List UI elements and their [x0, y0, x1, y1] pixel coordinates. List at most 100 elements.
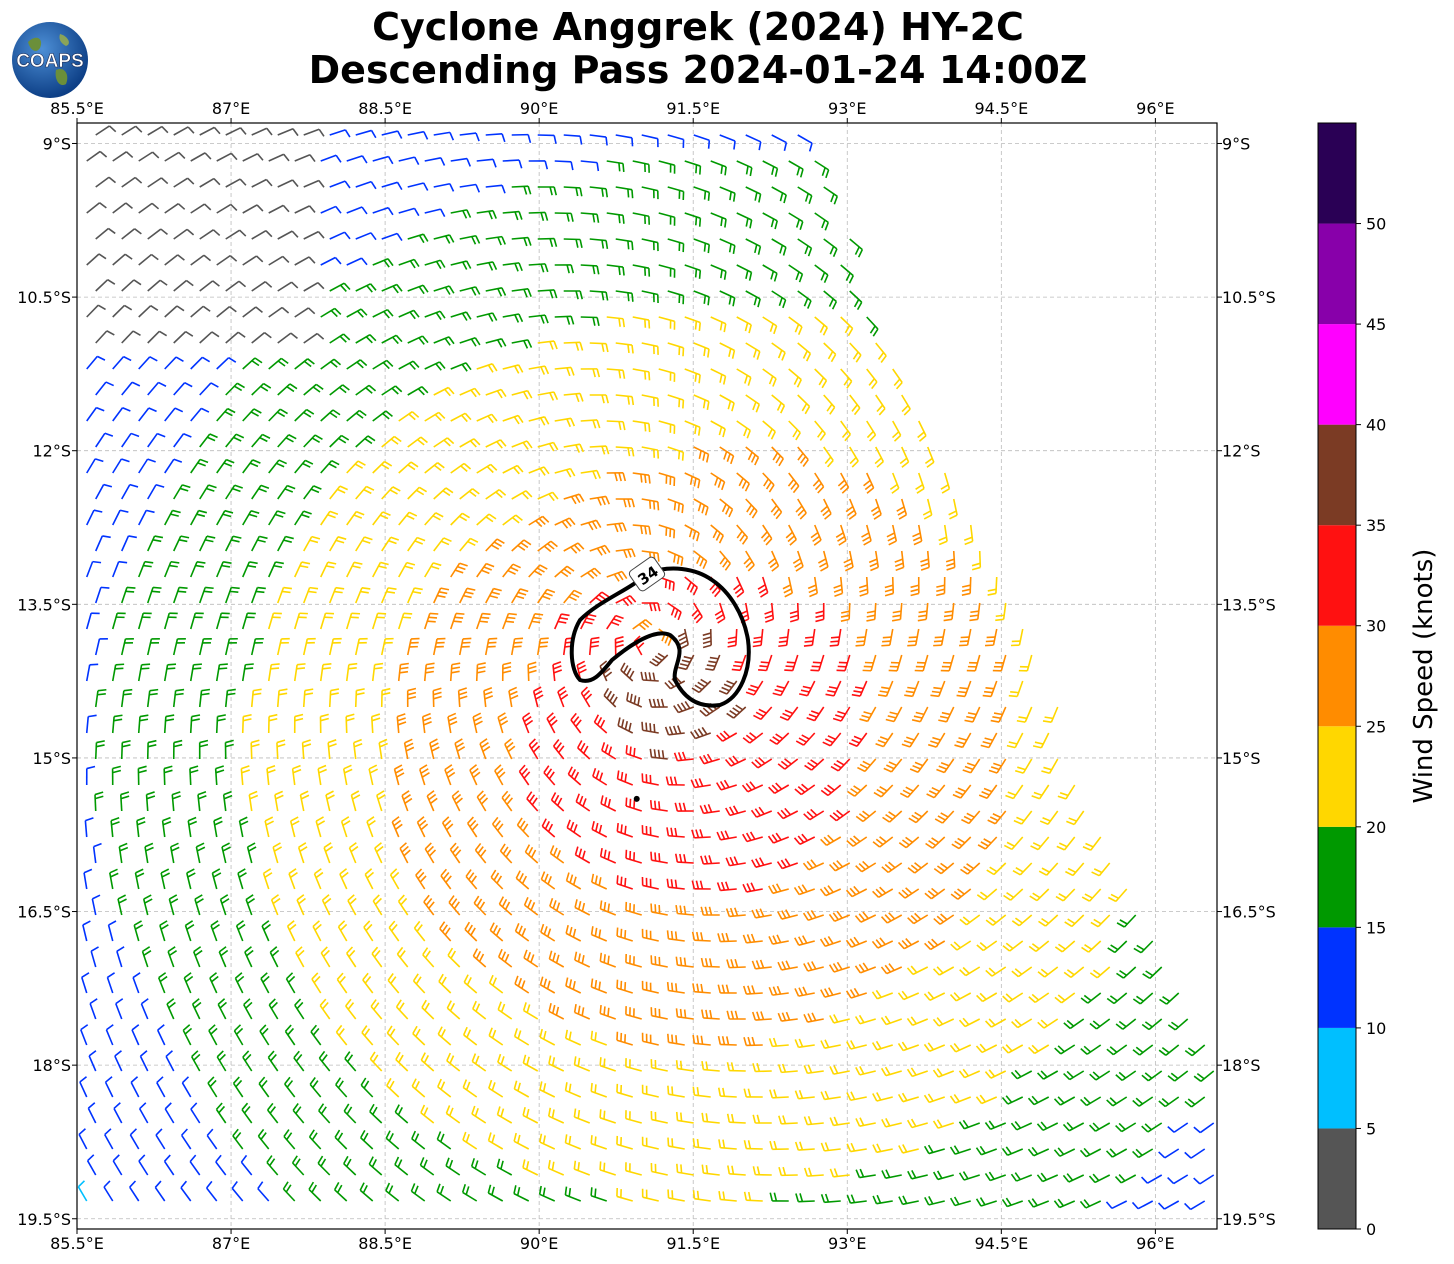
wind-barb	[1131, 1200, 1154, 1210]
wind-barb	[797, 134, 813, 152]
wind-barb	[346, 460, 366, 474]
wind-barb	[459, 537, 479, 552]
wind-barb	[407, 536, 426, 552]
wind-barb	[250, 637, 264, 656]
wind-barb	[121, 176, 143, 188]
wind-barb	[906, 1118, 928, 1129]
wind-barb	[242, 408, 262, 422]
wind-barb	[854, 1014, 876, 1025]
wind-barb	[564, 1186, 582, 1202]
colorbar-segment	[1318, 525, 1356, 626]
wind-barb	[268, 459, 287, 474]
wind-barb	[904, 680, 920, 698]
wind-barb	[485, 388, 507, 399]
wind-barb	[294, 561, 311, 578]
wind-barb	[164, 151, 186, 162]
wind-barb	[874, 446, 885, 468]
wind-barb	[938, 706, 955, 723]
wind-barb	[270, 894, 281, 916]
wind-barb	[112, 355, 132, 370]
wind-barb	[487, 1184, 504, 1202]
wind-barb	[958, 1017, 981, 1028]
wind-barb	[173, 433, 192, 448]
wind-barb	[553, 613, 570, 630]
wind-barb	[650, 851, 668, 864]
wind-barb	[537, 289, 558, 299]
wind-barb	[814, 316, 828, 336]
wind-barb	[394, 1104, 409, 1124]
wind-barb	[424, 462, 445, 474]
wind-barb	[137, 612, 152, 630]
wind-barb	[691, 602, 703, 624]
wind-barb	[397, 894, 409, 916]
wind-barb	[294, 998, 305, 1020]
wind-barb	[666, 982, 685, 994]
wind-barb	[881, 1169, 902, 1179]
wind-barb	[762, 160, 779, 177]
wind-barb	[242, 153, 264, 162]
wind-barb	[268, 510, 286, 526]
wind-barb	[510, 637, 524, 656]
wind-barb	[898, 836, 920, 849]
wind-barb	[881, 1118, 902, 1128]
wind-barb	[172, 688, 185, 708]
y-tick-label-right: 18°S	[1222, 1056, 1261, 1075]
wind-barb	[932, 1119, 954, 1129]
wind-barb	[873, 784, 894, 798]
wind-barb	[372, 460, 393, 474]
wind-barb	[131, 1024, 140, 1046]
wind-barb	[1027, 1146, 1050, 1157]
wind-barb	[537, 391, 559, 401]
wind-barb	[199, 535, 216, 552]
wind-barb	[86, 509, 103, 526]
wind-barb	[615, 595, 637, 607]
wind-barb	[872, 1092, 893, 1102]
wind-barb	[885, 706, 903, 723]
wind-barb	[138, 509, 155, 526]
wind-barb	[985, 914, 1007, 926]
axis-ticks: 85.5°E85.5°E87°E87°E88.5°E88.5°E90°E90°E…	[17, 99, 1276, 1253]
wind-barb	[1107, 940, 1128, 954]
wind-barb	[528, 211, 549, 221]
wind-barb	[606, 471, 627, 482]
wind-barb	[294, 408, 315, 422]
wind-barb	[907, 912, 929, 925]
storm-center-marker	[633, 795, 640, 802]
y-tick-label-left: 15°S	[32, 749, 71, 768]
wind-barb	[216, 509, 234, 526]
wind-barb	[803, 1064, 824, 1075]
wind-barb	[173, 330, 194, 344]
wind-barb	[266, 764, 276, 786]
wind-barb	[514, 923, 530, 942]
wind-barb	[751, 908, 772, 919]
wind-barb	[1028, 1044, 1050, 1055]
wind-barb	[675, 1111, 694, 1124]
wind-barb	[807, 576, 819, 598]
wind-barb	[380, 687, 391, 708]
wind-barb	[762, 368, 777, 387]
wind-barb	[803, 1012, 824, 1023]
wind-barb	[678, 654, 695, 671]
wind-barb	[528, 738, 541, 760]
wind-barb	[299, 790, 310, 812]
wind-barb	[190, 1050, 201, 1072]
wind-barb	[550, 792, 565, 812]
wind-barb	[476, 158, 497, 168]
wind-barb	[1010, 1120, 1033, 1131]
wind-barb	[224, 637, 238, 656]
wind-barb	[846, 1194, 867, 1204]
coaps-logo: COAPS	[12, 22, 88, 98]
wind-barb	[1063, 1018, 1085, 1030]
wind-barb	[342, 764, 353, 786]
wind-barb	[788, 160, 804, 178]
wind-barb	[424, 310, 446, 321]
wind-barb	[812, 472, 825, 494]
wind-barb	[217, 998, 227, 1020]
wind-barb	[1054, 1044, 1076, 1055]
wind-barb	[159, 920, 169, 942]
wind-barb	[459, 387, 481, 398]
wind-barb	[111, 765, 122, 786]
wind-barb	[1027, 1198, 1050, 1208]
wind-barb	[120, 586, 136, 604]
wind-barb	[407, 182, 429, 191]
